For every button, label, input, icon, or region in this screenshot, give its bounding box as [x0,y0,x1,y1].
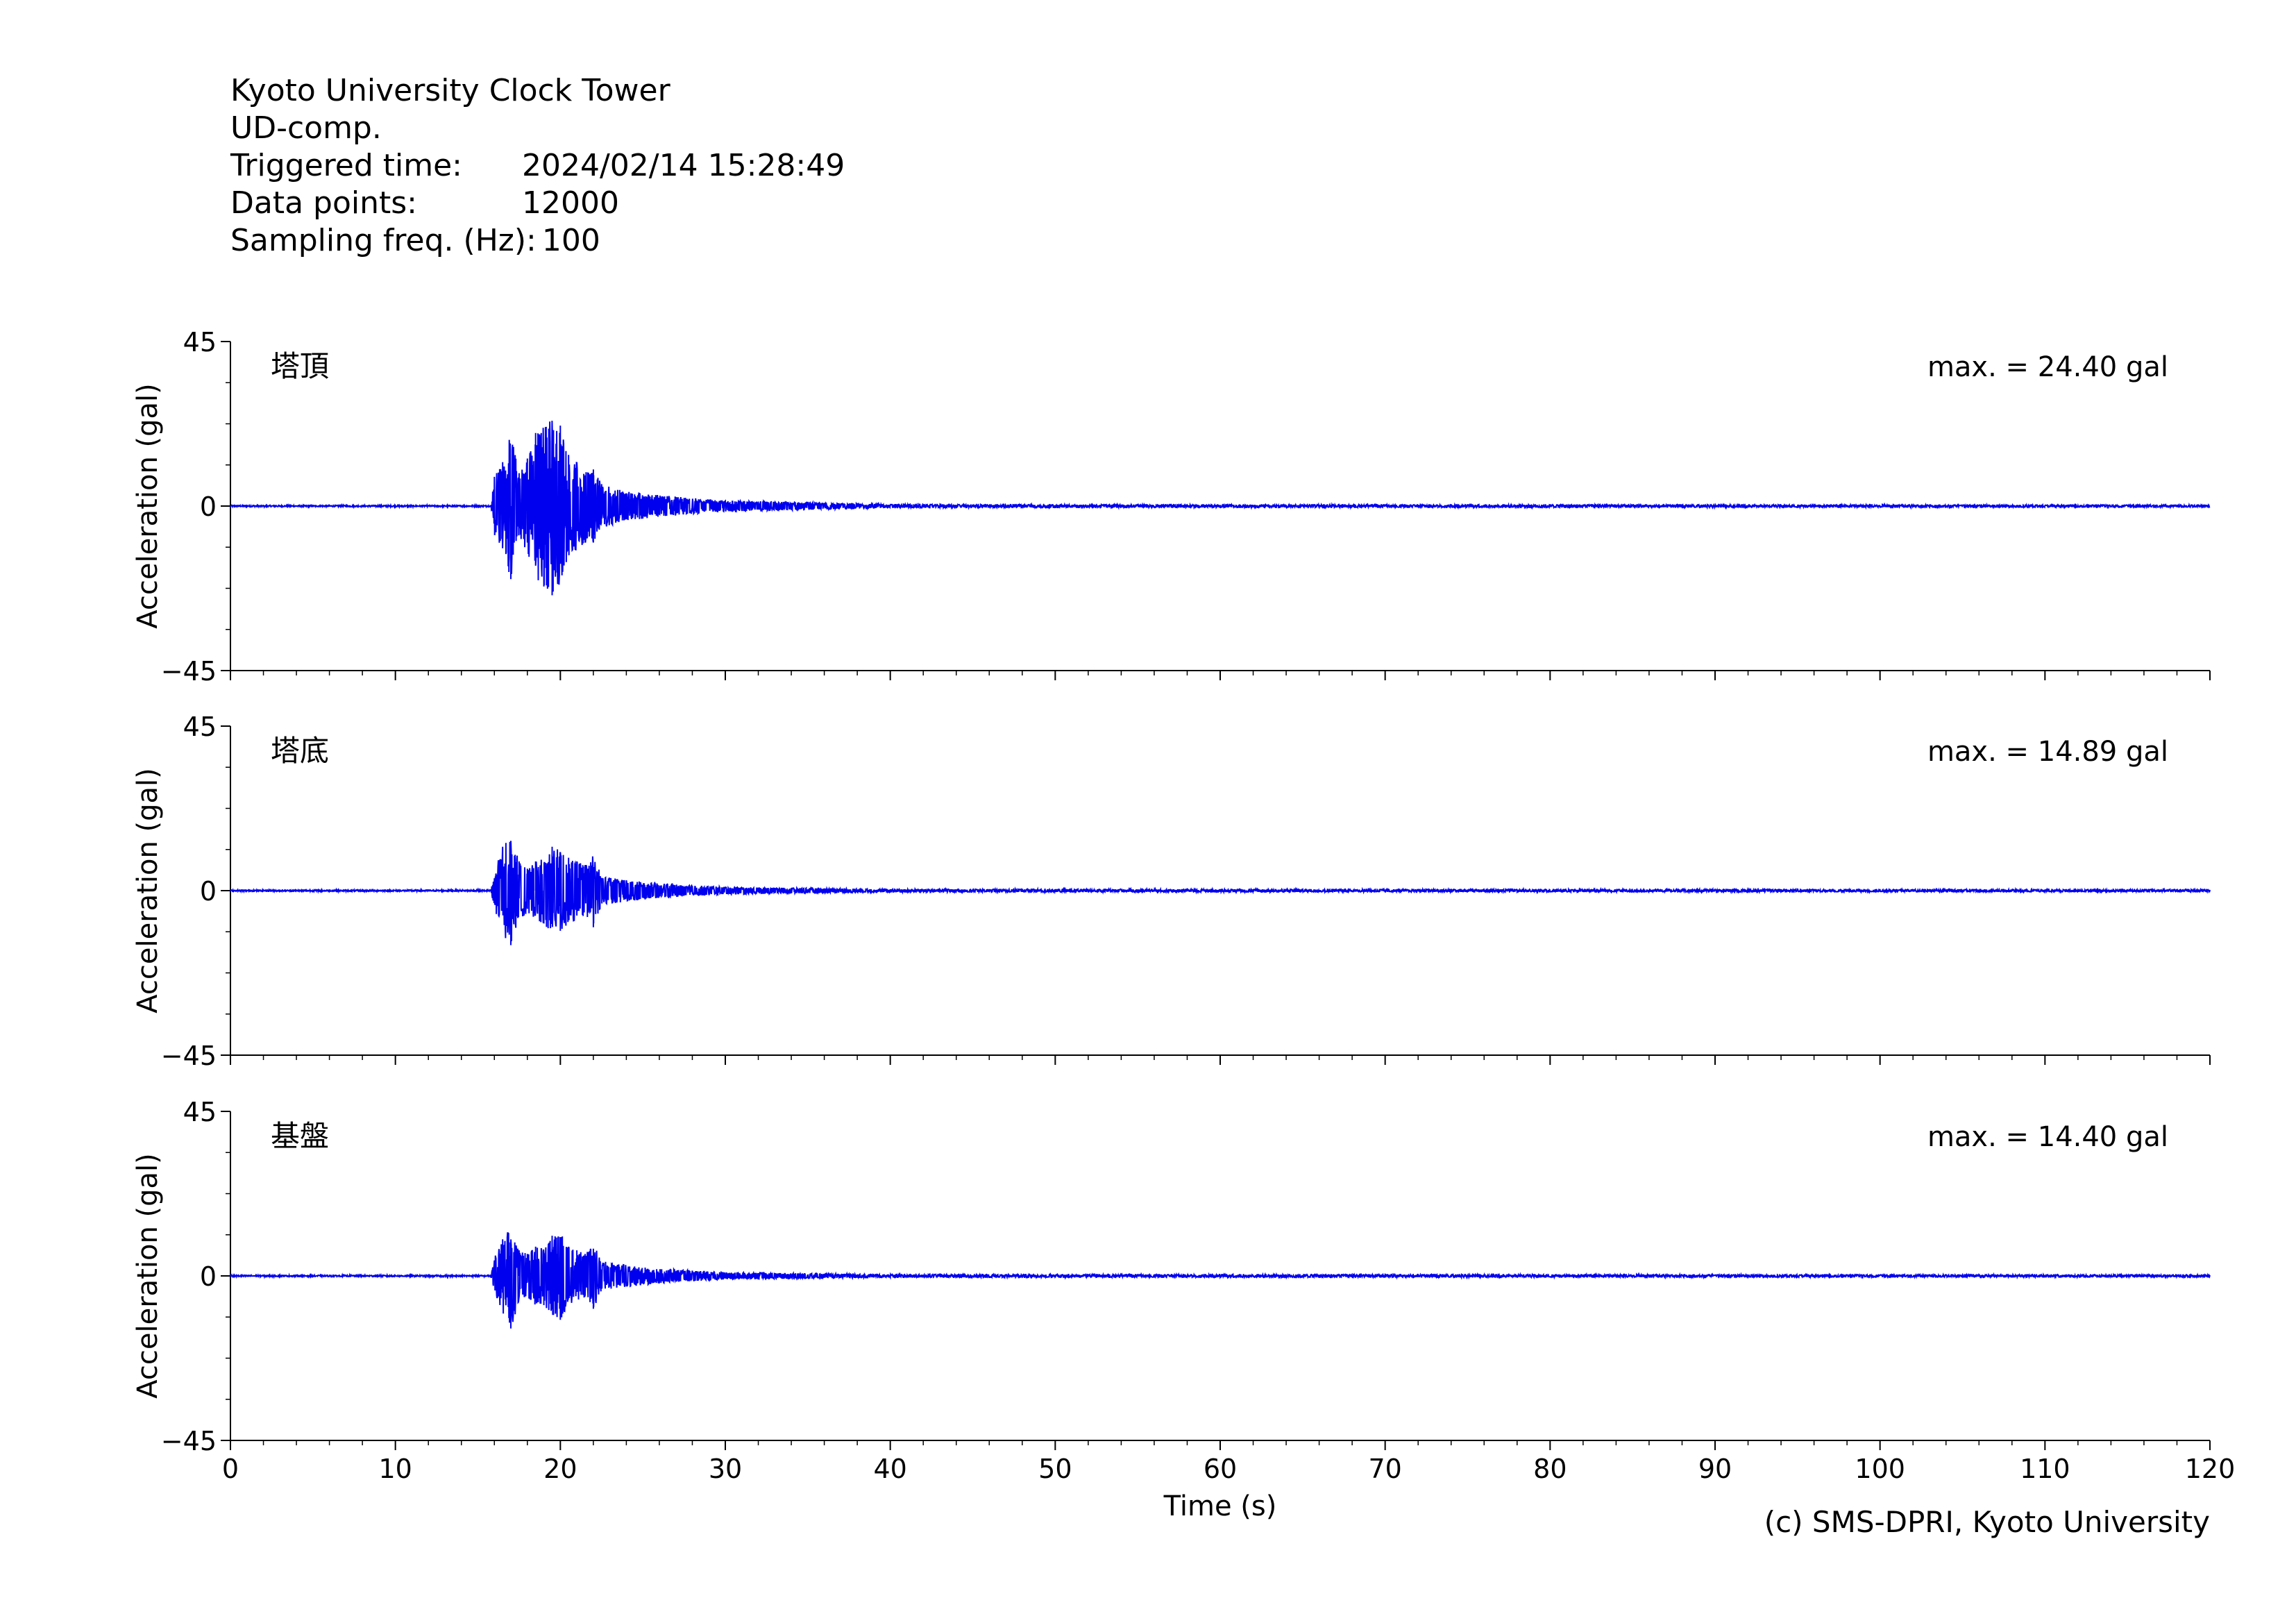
y-tick-label: 45 [183,327,217,358]
panel-3: 45 0 −45 Acceleration (gal) 基盤 max. = 14.40 g… [132,1097,2211,1456]
x-tick-label: 120 [2185,1454,2236,1484]
x-axis-label: Time (s) [1163,1490,1277,1522]
y-axis-label: Acceleration (gal) [132,1153,164,1399]
x-tick-label: 110 [2020,1454,2070,1484]
panel-max-label: max. = 14.40 gal [1927,1121,2168,1153]
y-tick-label: 45 [183,1097,217,1127]
y-tick-label: 45 [183,712,217,742]
sampling-freq-label: Sampling freq. (Hz): [230,223,537,258]
y-tick-label: 0 [200,876,217,907]
x-tick-label: 90 [1698,1454,1732,1484]
y-tick-label: −45 [161,1041,217,1071]
x-tick-label: 50 [1038,1454,1072,1484]
x-tick-label: 20 [543,1454,577,1484]
x-tick-label: 40 [873,1454,906,1484]
x-tick-label: 60 [1204,1454,1237,1484]
panel-1: 45 0 −45 Acceleration (gal) 塔頂 max. = 24.40 g… [132,327,2211,687]
y-tick-label: −45 [161,1426,217,1456]
waveform-trace [230,841,2211,945]
x-tick-label: 80 [1533,1454,1567,1484]
x-tick-label: 100 [1855,1454,1905,1484]
data-points-label: Data points: [230,185,418,221]
triggered-time-label: Triggered time: [230,148,462,183]
station-name: Kyoto University Clock Tower [230,73,670,108]
panel-max-label: max. = 14.89 gal [1927,736,2168,768]
x-tick-label: 70 [1368,1454,1401,1484]
panel-name: 基盤 [271,1119,329,1153]
panel-max-label: max. = 24.40 gal [1927,351,2168,383]
triggered-time-row: Triggered time: 2024/02/14 15:28:49 [230,147,845,185]
panel-name: 塔底 [271,734,329,768]
x-tick-label: 10 [378,1454,412,1484]
sampling-freq-row: Sampling freq. (Hz): 100 [230,222,845,260]
y-tick-label: −45 [161,656,217,687]
x-tick-label: 30 [709,1454,742,1484]
record-header: Kyoto University Clock Tower UD-comp. Tr… [230,72,845,260]
waveform-trace [230,421,2211,596]
data-points-value: 12000 [522,185,619,221]
triggered-time-value: 2024/02/14 15:28:49 [522,148,845,183]
y-axis-label: Acceleration (gal) [132,768,164,1014]
x-tick-label: 0 [222,1454,239,1484]
panel-name: 塔頂 [271,349,329,383]
panel-2: 45 0 −45 Acceleration (gal) 塔底 max. = 14.89 g… [132,712,2211,1071]
waveform-trace [230,1232,2211,1329]
y-tick-label: 0 [200,1261,217,1292]
data-points-row: Data points: 12000 [230,185,845,222]
copyright-notice: (c) SMS-DPRI, Kyoto University [1764,1505,2210,1539]
sampling-freq-value: 100 [541,223,600,258]
component-label: UD-comp. [230,110,382,146]
y-axis-label: Acceleration (gal) [132,383,164,629]
y-tick-label: 0 [200,491,217,522]
